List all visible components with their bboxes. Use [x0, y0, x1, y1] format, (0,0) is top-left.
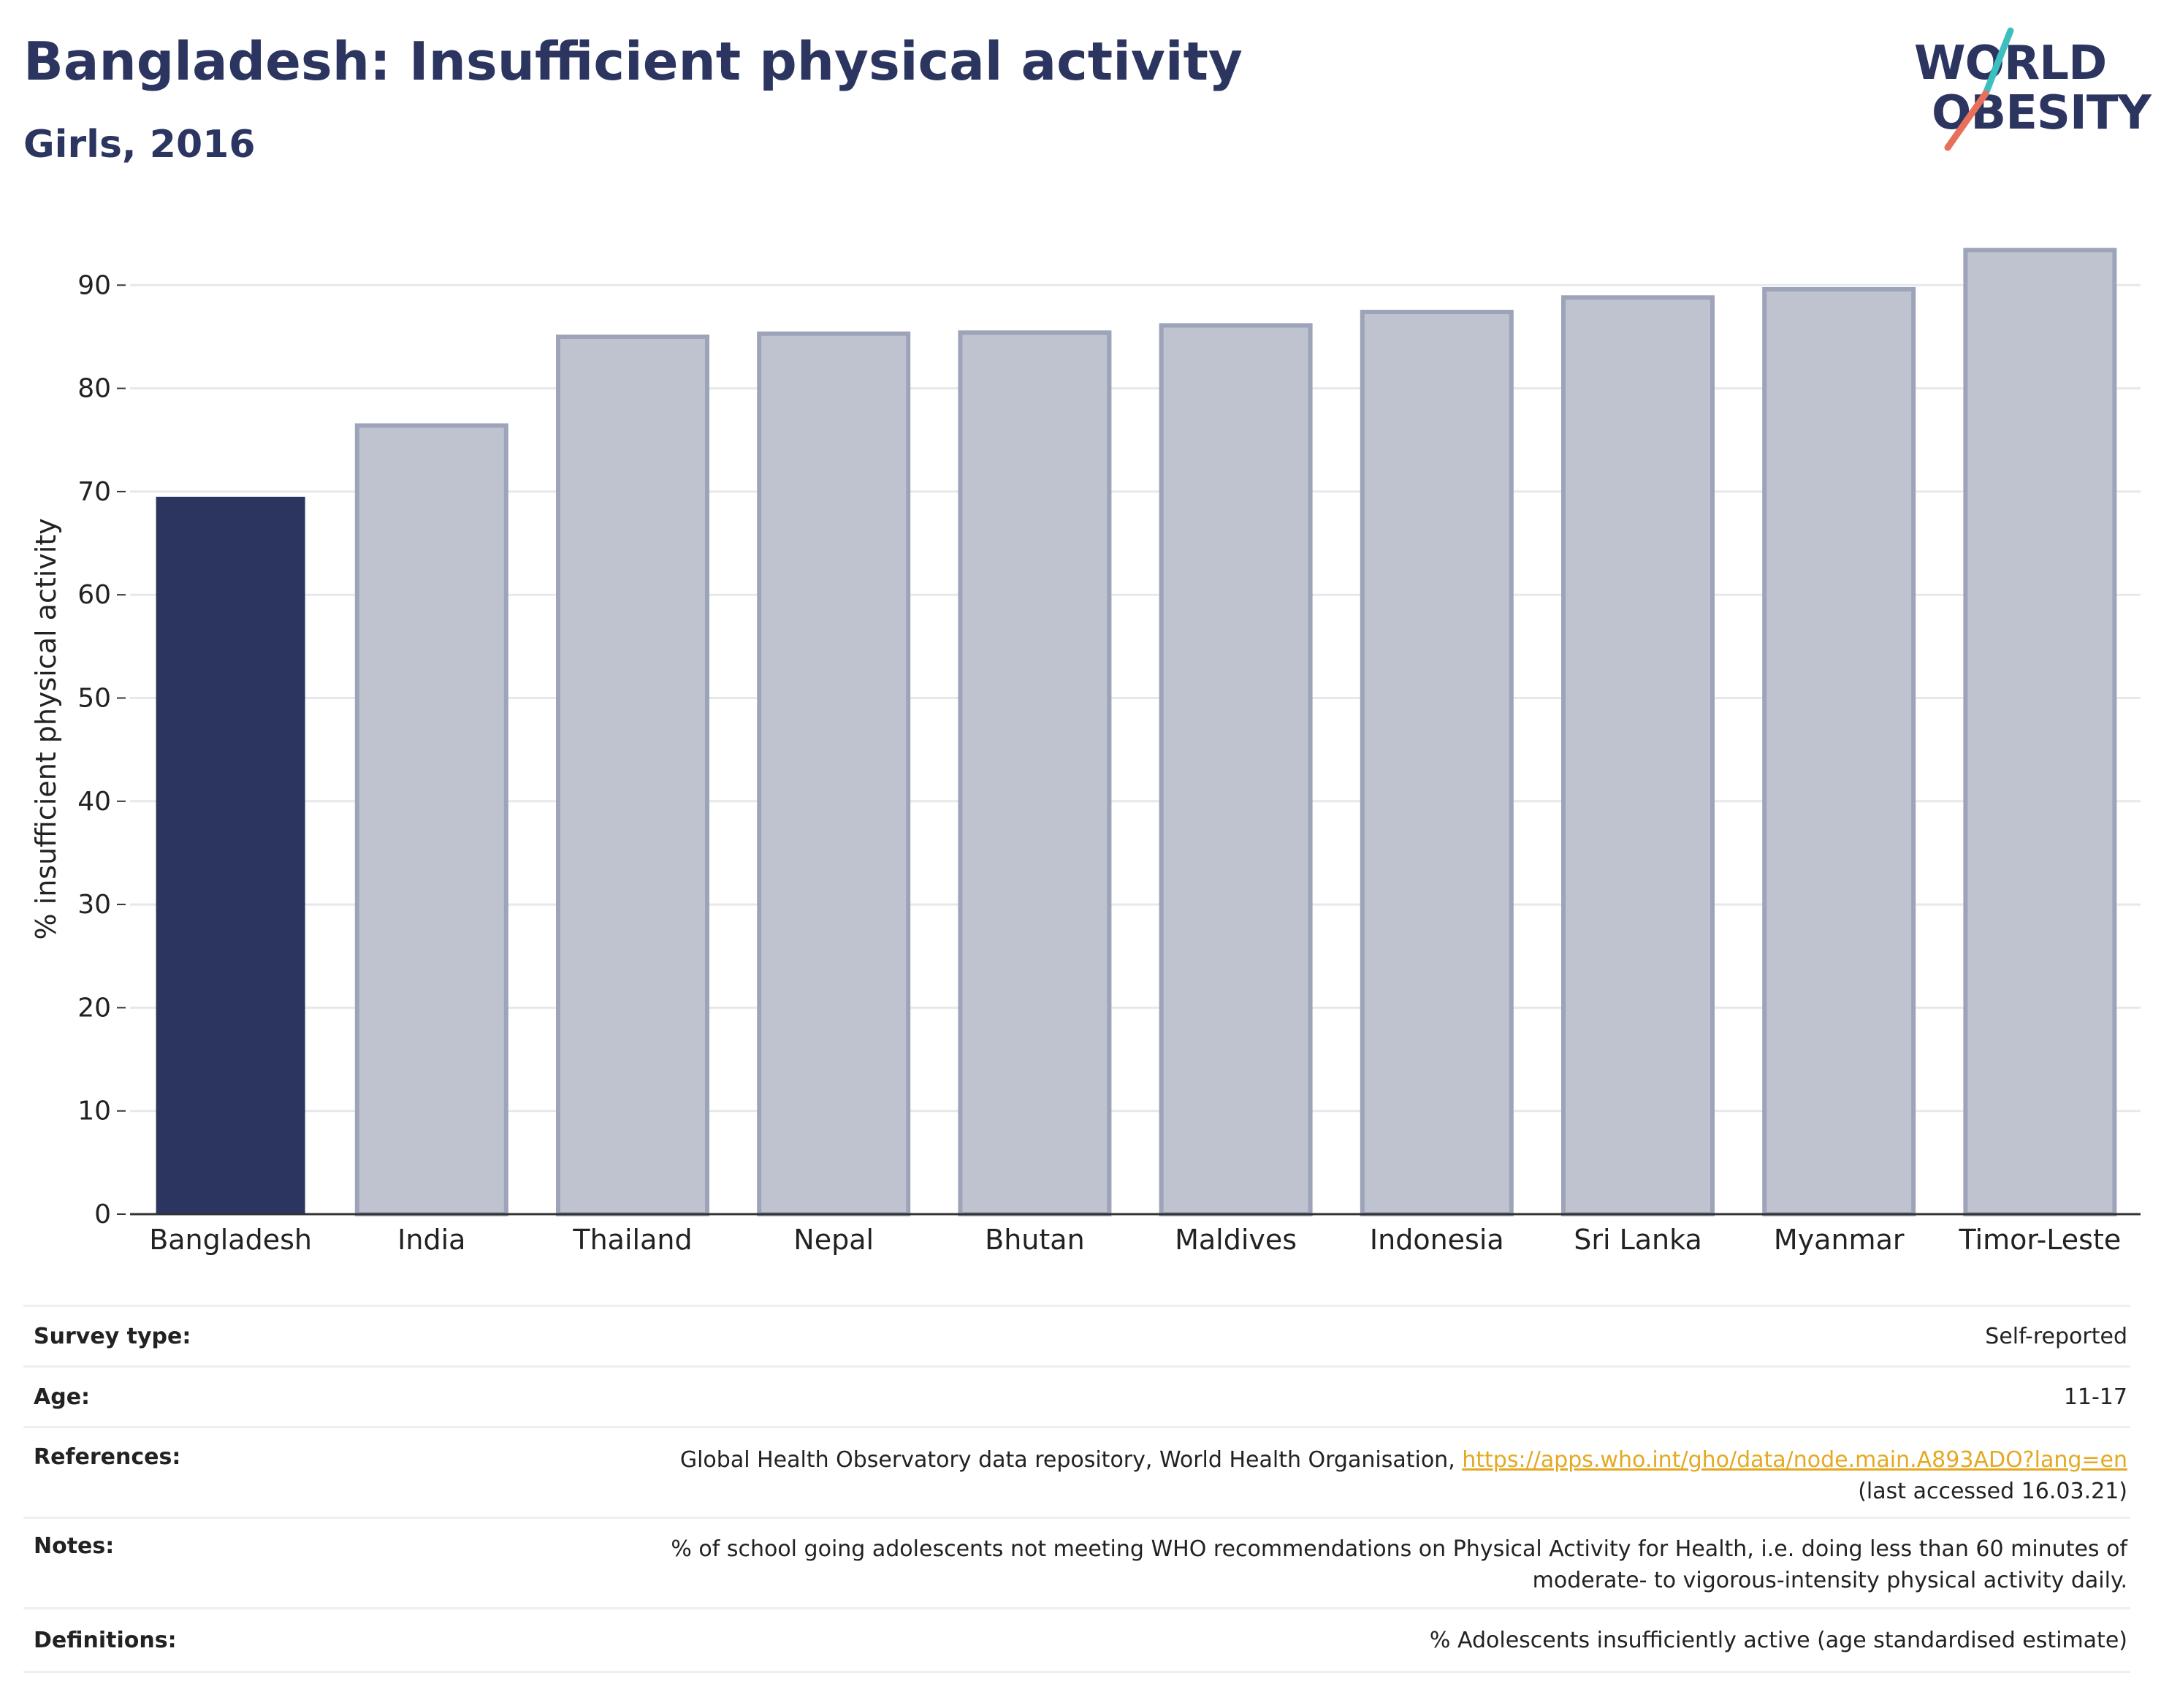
x-tick-label: Bhutan — [985, 1224, 1085, 1256]
info-row-references: References: Global Health Observatory da… — [23, 1426, 2130, 1517]
notes-value: % of school going adolescents not meetin… — [671, 1533, 2130, 1596]
y-tick-label: 60 — [77, 580, 111, 610]
bar-maldives — [1159, 323, 1313, 1217]
bar-indonesia — [1360, 310, 1514, 1217]
y-tick-label: 70 — [77, 477, 111, 507]
bar-bangladesh — [156, 496, 305, 1214]
notes-line-2: moderate- to vigorous-intensity physical… — [1532, 1568, 2127, 1593]
logo-line-1: WORLD — [1914, 37, 2107, 91]
bar-nepal — [757, 331, 911, 1216]
bar-timor-leste — [1963, 248, 2117, 1216]
y-tick-label: 90 — [77, 270, 111, 300]
x-tick-label: Thailand — [572, 1224, 692, 1256]
x-tick-label: Sri Lanka — [1574, 1224, 1702, 1256]
x-tick-label: Timor-Leste — [1959, 1224, 2122, 1256]
y-tick-label: 50 — [77, 684, 111, 714]
bar-india — [354, 423, 508, 1216]
bar-thailand — [556, 334, 709, 1217]
notes-label: Notes: — [34, 1533, 115, 1559]
page-subtitle: Girls, 2016 — [23, 123, 256, 167]
y-tick-label: 80 — [77, 374, 111, 404]
y-tick-label: 10 — [77, 1097, 111, 1126]
info-table: Survey type: Self-reported Age: 11-17 Re… — [23, 1305, 2130, 1673]
axes: 0 10 20 30 40 50 60 70 80 90 Bangladesh India Thaila… — [77, 270, 2141, 1256]
y-tick-label: 0 — [94, 1200, 111, 1229]
references-text: Global Health Observatory data repositor… — [679, 1447, 1463, 1473]
bar-chart: 0 10 20 30 40 50 60 70 80 90 Bangladesh India Thaila… — [30, 248, 2141, 1256]
x-tick-label: Maldives — [1175, 1224, 1297, 1256]
y-tick-label: 40 — [77, 787, 111, 817]
x-tick-label: Bangladesh — [149, 1224, 312, 1256]
y-tick-label: 30 — [77, 890, 111, 920]
references-value: Global Health Observatory data repositor… — [680, 1444, 2130, 1507]
bar-myanmar — [1762, 286, 1916, 1216]
bar-sri-lanka — [1561, 295, 1715, 1217]
definitions-label: Definitions: — [34, 1627, 177, 1653]
x-tick-label: Myanmar — [1774, 1224, 1905, 1256]
info-row-notes: Notes: % of school going adolescents not… — [23, 1517, 2130, 1607]
age-value: 11-17 — [2063, 1384, 2127, 1410]
info-row-survey-type: Survey type: Self-reported — [23, 1305, 2130, 1365]
survey-type-label: Survey type: — [34, 1323, 191, 1349]
page-title: Bangladesh: Insufficient physical activi… — [23, 31, 1243, 92]
x-tick-label: Nepal — [793, 1224, 874, 1256]
logo-slash-icon — [1944, 27, 2014, 151]
info-row-definitions: Definitions: % Adolescents insufficientl… — [23, 1607, 2130, 1673]
notes-line-1: % of school going adolescents not meetin… — [671, 1536, 2127, 1562]
references-accessed: (last accessed 16.03.21) — [1858, 1479, 2127, 1504]
age-label: Age: — [34, 1384, 91, 1410]
bars — [156, 248, 2117, 1217]
world-obesity-logo: WORLD OBESITY — [1899, 22, 2152, 153]
bar-bhutan — [958, 330, 1112, 1217]
survey-type-value: Self-reported — [1985, 1323, 2127, 1349]
info-row-age: Age: 11-17 — [23, 1365, 2130, 1426]
x-tick-label: Indonesia — [1370, 1224, 1504, 1256]
y-tick-label: 20 — [77, 993, 111, 1023]
references-link[interactable]: https://apps.who.int/gho/data/node.main.… — [1462, 1447, 2127, 1473]
definitions-value: % Adolescents insufficiently active (age… — [1429, 1627, 2127, 1653]
references-label: References: — [34, 1444, 181, 1470]
x-tick-label: India — [397, 1224, 465, 1256]
y-axis-label: % insufficient physical activity — [30, 518, 62, 939]
